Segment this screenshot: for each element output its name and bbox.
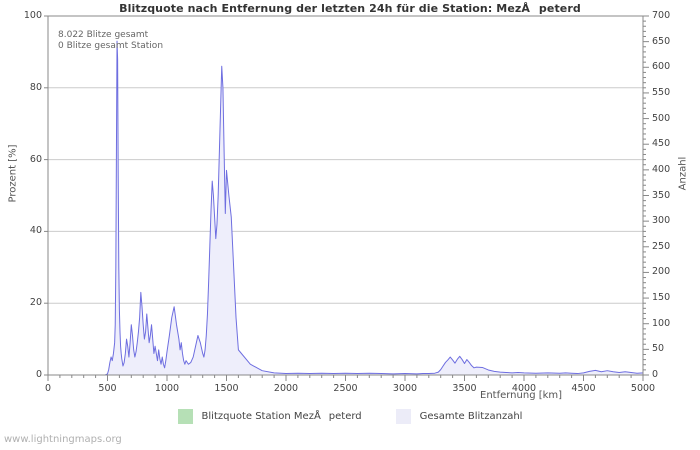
- legend-item[interactable]: Blitzquote Station MezÅpeterd: [177, 409, 362, 424]
- chart-legend: Blitzquote Station MezÅpeterd Gesamte Bl…: [0, 409, 700, 424]
- y2-axis-tick-label: 250: [652, 240, 671, 252]
- y2-axis-tick-label: 150: [652, 292, 671, 304]
- y2-axis-tick-label: 100: [652, 317, 671, 329]
- watermark: www.lightningmaps.org: [4, 434, 122, 445]
- y2-axis-tick-label: 600: [652, 61, 671, 73]
- y2-axis-tick-label: 500: [652, 112, 671, 124]
- y2-axis-tick-label: 50: [652, 343, 665, 355]
- legend-item[interactable]: Gesamte Blitzanzahl: [395, 409, 523, 424]
- x-axis-tick-label: 1500: [214, 383, 239, 394]
- y2-axis-tick-label: 700: [652, 10, 671, 21]
- x-axis-label: Entfernung [km]: [480, 390, 563, 401]
- y2-axis-tick-label: 400: [652, 163, 671, 175]
- y2-axis-tick-label: 300: [652, 215, 671, 227]
- x-axis-tick-label: 3000: [392, 383, 418, 394]
- y-axis-tick-label: 60: [29, 153, 42, 165]
- y-axis-tick-label: 0: [35, 369, 42, 380]
- series-line-total-count: [48, 40, 644, 376]
- y-axis-tick-label: 80: [29, 81, 42, 93]
- x-axis-tick-label: 500: [98, 383, 117, 394]
- y2-axis-tick-label: 0: [652, 369, 659, 380]
- legend-item-label: Blitzquote Station MezÅpeterd: [201, 411, 362, 422]
- x-axis-tick-label: 2500: [333, 383, 358, 394]
- y2-axis-tick-label: 550: [652, 86, 671, 98]
- x-axis-tick-label: 0: [44, 383, 52, 394]
- series-area-total-count: [48, 41, 643, 375]
- legend-swatch-icon: [395, 409, 411, 424]
- y-axis-label: Prozent [%]: [7, 144, 19, 203]
- y-axis-tick-label: 40: [29, 225, 42, 237]
- x-axis-tick-label: 4000: [511, 383, 537, 394]
- y2-axis-tick-label: 650: [652, 35, 671, 47]
- legend-swatch-icon: [177, 409, 193, 424]
- x-axis-tick-label: 1000: [154, 383, 180, 394]
- page-title: Blitzquote nach Entfernung der letzten 2…: [119, 2, 581, 15]
- legend-item-label: Gesamte Blitzanzahl: [419, 411, 523, 422]
- x-axis-tick-label: 5000: [630, 383, 656, 394]
- x-axis-tick-label: 4500: [571, 383, 596, 394]
- y2-axis-tick-label: 350: [652, 189, 671, 201]
- x-axis-tick-label: 2000: [273, 383, 299, 394]
- annotation-total-strikes: 8.022 Blitze gesamt: [58, 30, 149, 40]
- annotation-station-strikes: 0 Blitze gesamt Station: [58, 41, 164, 51]
- y-axis-tick-label: 20: [29, 297, 42, 309]
- y2-axis-tick-label: 450: [652, 138, 671, 150]
- y2-axis-tick-label: 200: [652, 266, 671, 278]
- x-axis-tick-label: 3500: [452, 383, 477, 394]
- y-axis-tick-label: 100: [23, 10, 42, 21]
